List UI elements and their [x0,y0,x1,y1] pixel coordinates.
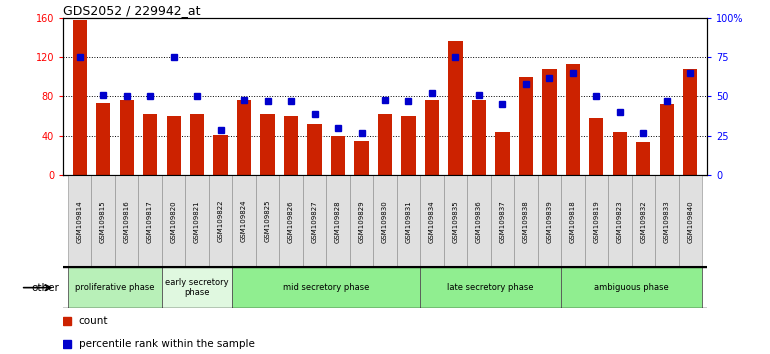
Text: ambiguous phase: ambiguous phase [594,283,669,292]
Bar [139,175,162,267]
Text: GSM109815: GSM109815 [100,200,106,242]
Bar [566,64,580,175]
Bar [448,41,463,175]
Bar [303,175,326,267]
Bar [542,69,557,175]
Text: GSM109827: GSM109827 [312,200,317,242]
Bar [350,175,373,267]
Bar [514,175,537,267]
Text: proliferative phase: proliferative phase [75,283,155,292]
Text: GSM109831: GSM109831 [406,200,411,242]
Text: GDS2052 / 229942_at: GDS2052 / 229942_at [63,4,201,17]
Bar [68,267,162,308]
Bar [354,141,369,175]
Text: early secretory
phase: early secretory phase [166,278,229,297]
Bar [280,175,303,267]
Text: GSM109823: GSM109823 [617,200,623,242]
Text: mid secretory phase: mid secretory phase [283,283,370,292]
Bar [495,132,510,175]
Bar [561,267,702,308]
Bar [444,175,467,267]
Bar [237,101,251,175]
Bar [166,116,181,175]
Text: GSM109838: GSM109838 [523,200,529,242]
Text: GSM109822: GSM109822 [218,200,223,242]
Bar [378,114,392,175]
Text: GSM109825: GSM109825 [265,200,270,242]
Bar [213,135,228,175]
Text: GSM109829: GSM109829 [359,200,364,242]
Bar [660,104,674,175]
Bar [636,142,651,175]
Text: GSM109814: GSM109814 [76,200,82,242]
Bar [284,116,298,175]
Text: GSM109819: GSM109819 [594,200,599,242]
Text: percentile rank within the sample: percentile rank within the sample [79,339,254,349]
Text: GSM109834: GSM109834 [429,200,435,242]
Text: GSM109817: GSM109817 [147,200,153,242]
Bar [519,77,533,175]
Bar [655,175,678,267]
Bar [72,20,87,175]
Text: GSM109835: GSM109835 [453,200,458,242]
Bar [584,175,608,267]
Text: GSM109818: GSM109818 [570,200,576,242]
Bar [683,69,698,175]
Bar [490,175,514,267]
Bar [162,175,186,267]
Text: GSM109820: GSM109820 [171,200,176,242]
Bar [256,175,280,267]
Bar [260,114,275,175]
Bar [307,124,322,175]
Bar [92,175,115,267]
Bar [678,175,702,267]
Bar [608,175,631,267]
Bar [331,136,345,175]
Text: GSM109826: GSM109826 [288,200,294,242]
Text: late secretory phase: late secretory phase [447,283,534,292]
Bar [143,114,157,175]
Bar [613,132,627,175]
Bar [190,114,204,175]
Bar [467,175,490,267]
Text: other: other [32,282,59,293]
Text: GSM109839: GSM109839 [547,200,552,242]
Text: count: count [79,316,108,326]
Bar [96,103,110,175]
Text: GSM109837: GSM109837 [500,200,505,242]
Text: GSM109816: GSM109816 [123,200,129,242]
Text: GSM109832: GSM109832 [641,200,647,242]
Text: GSM109833: GSM109833 [664,200,670,242]
Bar [162,267,233,308]
Text: GSM109828: GSM109828 [335,200,341,242]
Text: GSM109821: GSM109821 [194,200,200,242]
Bar [561,175,584,267]
Bar [420,267,561,308]
Bar [401,116,416,175]
Text: GSM109824: GSM109824 [241,200,247,242]
Text: GSM109840: GSM109840 [688,200,694,242]
Bar [537,175,561,267]
Bar [373,175,397,267]
Bar [209,175,233,267]
Bar [233,175,256,267]
Text: GSM109836: GSM109836 [476,200,482,242]
Bar [589,118,604,175]
Bar [115,175,139,267]
Bar [186,175,209,267]
Bar [420,175,444,267]
Bar [68,175,92,267]
Bar [472,101,486,175]
Bar [233,267,420,308]
Bar [631,175,655,267]
Text: GSM109830: GSM109830 [382,200,388,242]
Bar [397,175,420,267]
Bar [119,101,134,175]
Bar [425,101,439,175]
Bar [326,175,350,267]
